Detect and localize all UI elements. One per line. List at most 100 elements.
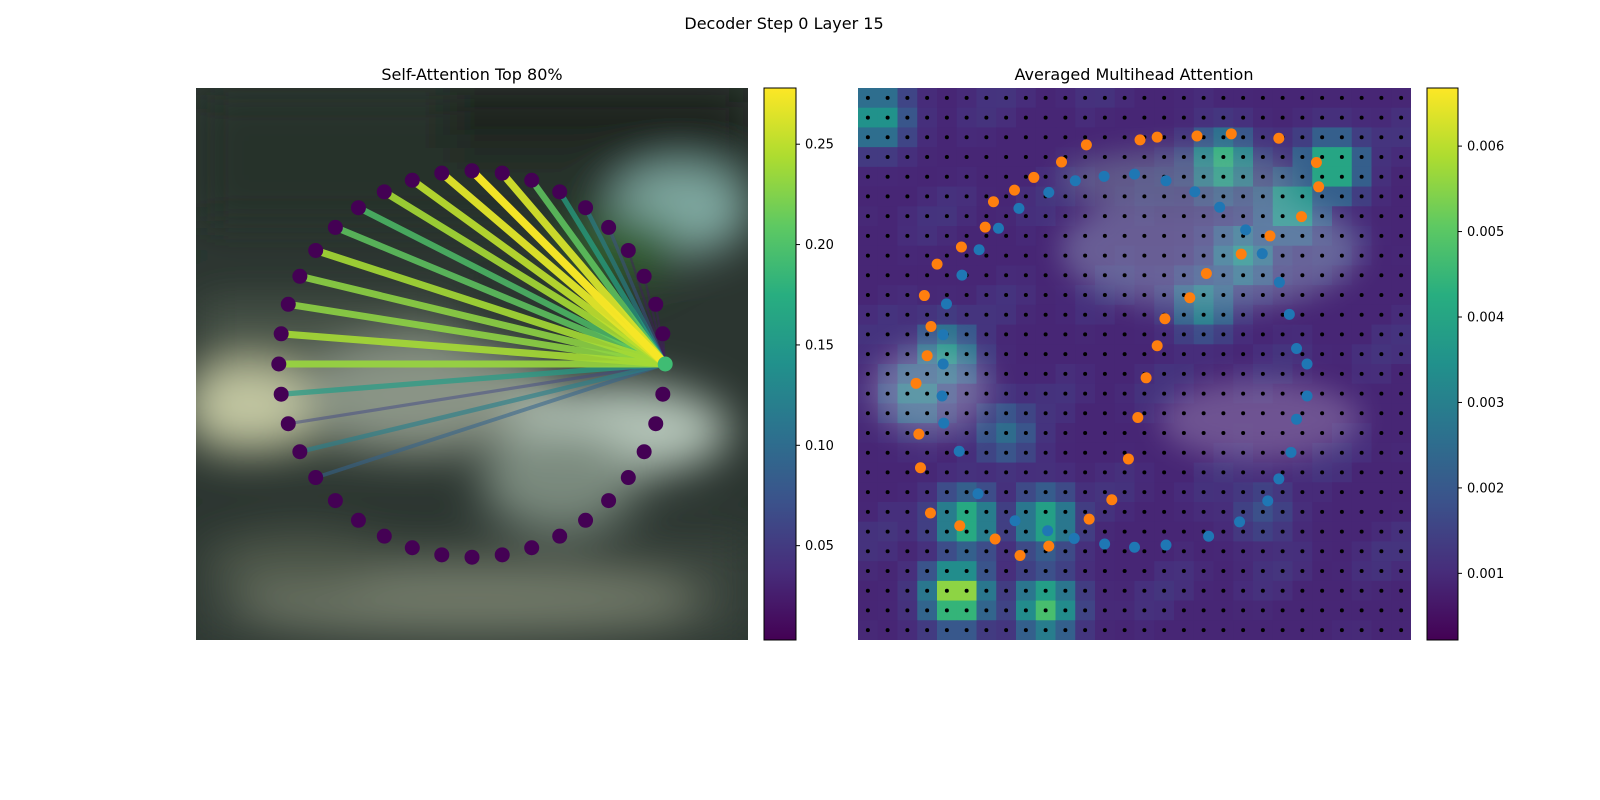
grid-dot <box>1201 431 1206 435</box>
colorbar-tick-label: 0.20 <box>805 238 834 253</box>
ring-node <box>350 512 366 528</box>
grid-dot <box>1320 332 1325 337</box>
grid-dot <box>1300 293 1305 297</box>
grid-dot <box>1300 509 1305 514</box>
grid-dot <box>925 312 930 317</box>
grid-dot <box>984 588 989 593</box>
grid-dot <box>885 529 890 534</box>
grid-dot <box>1142 529 1147 534</box>
grid-dot <box>1181 233 1186 238</box>
grid-dot <box>964 214 969 219</box>
grid-dot <box>1063 450 1068 455</box>
grid-dot <box>1359 588 1364 593</box>
grid-dot <box>1201 391 1206 396</box>
grid-dot <box>1063 233 1068 238</box>
grid-dot <box>1280 194 1285 199</box>
grid-dot <box>925 569 930 573</box>
grid-dot <box>1241 115 1246 120</box>
grid-dot <box>1102 411 1107 416</box>
series-orange-point <box>1080 139 1092 151</box>
grid-dot <box>905 155 910 159</box>
grid-dot <box>1339 549 1344 554</box>
ring-node <box>494 165 510 181</box>
grid-dot <box>1260 588 1265 593</box>
grid-dot <box>1201 135 1206 140</box>
series-orange-point <box>924 507 936 519</box>
grid-dot <box>1181 509 1186 514</box>
grid-dot <box>1083 490 1088 495</box>
grid-dot <box>1399 569 1404 573</box>
grid-dot <box>1260 450 1265 455</box>
grid-dot <box>1043 155 1048 159</box>
grid-dot <box>1260 529 1265 534</box>
ring-node <box>434 547 450 563</box>
grid-dot <box>1280 155 1285 159</box>
grid-dot <box>1181 135 1186 140</box>
series-blue-point <box>1256 248 1268 260</box>
grid-dot <box>1379 529 1384 534</box>
ring-node <box>552 184 568 200</box>
grid-dot <box>944 628 949 633</box>
grid-dot <box>1359 470 1364 475</box>
grid-dot <box>1221 509 1226 514</box>
series-orange-point <box>1132 412 1144 424</box>
grid-dot <box>1142 174 1147 179</box>
grid-dot <box>944 293 949 297</box>
series-blue-point <box>1273 473 1285 485</box>
grid-dot <box>1379 155 1384 159</box>
grid-dot <box>1043 312 1048 317</box>
grid-dot <box>1162 95 1167 100</box>
grid-dot <box>984 391 989 396</box>
grid-dot <box>1359 253 1364 258</box>
series-blue-point <box>1234 516 1246 528</box>
grid-dot <box>865 608 870 613</box>
grid-dot <box>964 411 969 416</box>
grid-dot <box>1201 312 1206 317</box>
grid-dot <box>925 549 930 554</box>
grid-dot <box>1359 431 1364 435</box>
grid-dot <box>905 312 910 317</box>
grid-dot <box>1280 411 1285 416</box>
grid-dot <box>1320 509 1325 514</box>
grid-dot <box>1399 431 1404 435</box>
grid-dot <box>925 588 930 593</box>
grid-dot <box>1004 529 1009 534</box>
grid-dot <box>1004 273 1009 278</box>
grid-dot <box>1083 135 1088 140</box>
grid-dot <box>865 174 870 179</box>
ring-node <box>376 528 392 544</box>
grid-dot <box>865 135 870 140</box>
grid-dot <box>925 431 930 435</box>
grid-dot <box>1023 312 1028 317</box>
grid-dot <box>1300 194 1305 199</box>
grid-dot <box>1221 608 1226 613</box>
grid-dot <box>1379 293 1384 297</box>
grid-dot <box>1083 391 1088 396</box>
grid-dot <box>1300 490 1305 495</box>
grid-dot <box>1102 628 1107 633</box>
grid-dot <box>1063 470 1068 475</box>
grid-dot <box>1241 549 1246 554</box>
grid-dot <box>944 450 949 455</box>
grid-dot <box>1063 293 1068 297</box>
grid-dot <box>1221 312 1226 317</box>
grid-dot <box>1260 135 1265 140</box>
grid-dot <box>1339 293 1344 297</box>
grid-dot <box>1280 95 1285 100</box>
grid-dot <box>1083 115 1088 120</box>
ring-node <box>601 493 617 509</box>
colorbar-tick-label: 0.002 <box>1467 481 1504 496</box>
grid-dot <box>1260 194 1265 199</box>
grid-dot <box>1201 411 1206 416</box>
grid-dot <box>1221 352 1226 357</box>
grid-dot <box>1043 293 1048 297</box>
grid-dot <box>885 411 890 416</box>
grid-dot <box>964 155 969 159</box>
grid-dot <box>1162 431 1167 435</box>
ring-nodes <box>271 163 673 565</box>
grid-dot <box>925 273 930 278</box>
grid-dot <box>925 115 930 120</box>
grid-dot <box>1201 608 1206 613</box>
grid-dot <box>1004 490 1009 495</box>
series-blue-point <box>1068 532 1080 544</box>
